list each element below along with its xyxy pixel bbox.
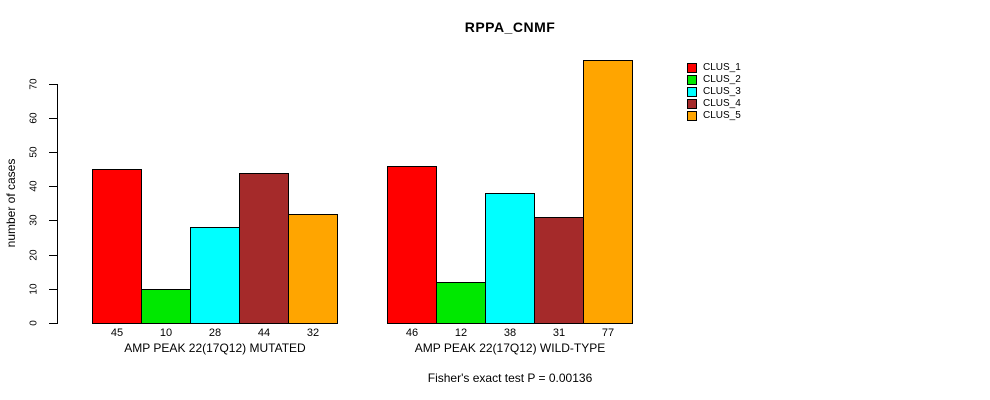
bar-value-label: 12 xyxy=(454,327,468,339)
y-tick xyxy=(49,152,57,153)
legend-swatch-icon xyxy=(687,87,697,97)
annotation-text: Fisher's exact test P = 0.00136 xyxy=(427,371,593,385)
legend-label: CLUS_2 xyxy=(703,74,741,85)
bar-value-label: 46 xyxy=(405,327,419,339)
legend-swatch-icon xyxy=(687,63,697,73)
legend-label: CLUS_1 xyxy=(703,62,741,73)
y-tick-label: 60 xyxy=(28,112,40,124)
y-tick xyxy=(49,323,57,324)
bar-clus_5-group2 xyxy=(583,59,633,324)
legend-item-clus_2: CLUS_2 xyxy=(687,74,741,86)
group-label: AMP PEAK 22(17Q12) MUTATED xyxy=(124,341,306,355)
y-tick xyxy=(49,254,57,256)
legend-label: CLUS_5 xyxy=(703,110,741,121)
legend-swatch-icon xyxy=(687,99,697,109)
y-tick xyxy=(49,220,57,222)
legend: CLUS_1 CLUS_2 CLUS_3 CLUS_4 CLUS_5 xyxy=(687,62,741,122)
y-tick-label: 30 xyxy=(28,214,40,226)
bar-value-label: 38 xyxy=(503,327,517,339)
legend-item-clus_1: CLUS_1 xyxy=(687,62,741,74)
y-tick xyxy=(49,186,57,188)
bar-clus_1-group1 xyxy=(92,169,142,324)
legend-item-clus_3: CLUS_3 xyxy=(687,86,741,98)
y-tick-label: 0 xyxy=(28,320,40,326)
legend-item-clus_4: CLUS_4 xyxy=(687,98,741,110)
bar-value-label: 31 xyxy=(552,327,566,339)
bar-value-label: 10 xyxy=(159,327,173,339)
legend-item-clus_5: CLUS_5 xyxy=(687,110,741,122)
y-tick-label: 10 xyxy=(28,283,40,295)
bar-clus_1-group2 xyxy=(387,165,437,324)
legend-swatch-icon xyxy=(687,75,697,85)
bar-clus_3-group1 xyxy=(190,227,240,324)
legend-label: CLUS_4 xyxy=(703,98,741,109)
y-tick-label: 40 xyxy=(28,180,40,192)
bar-clus_5-group1 xyxy=(288,213,338,324)
legend-label: CLUS_3 xyxy=(703,86,741,97)
bar-clus_2-group2 xyxy=(436,281,486,324)
y-axis xyxy=(57,84,58,324)
y-axis-label: number of cases xyxy=(4,158,18,248)
bar-clus_4-group2 xyxy=(534,216,584,324)
group-label: AMP PEAK 22(17Q12) WILD-TYPE xyxy=(414,341,606,355)
y-tick-label: 20 xyxy=(28,249,40,261)
y-tick xyxy=(49,117,57,119)
y-tick xyxy=(49,288,57,290)
y-tick xyxy=(49,83,57,85)
bar-clus_3-group2 xyxy=(485,193,535,324)
bar-value-label: 44 xyxy=(257,327,271,339)
chart-title: RPPA_CNMF xyxy=(464,19,556,35)
y-tick-label: 50 xyxy=(28,146,40,158)
bar-clus_4-group1 xyxy=(239,172,289,324)
legend-swatch-icon xyxy=(687,111,697,121)
bar-value-label: 45 xyxy=(110,327,124,339)
y-tick-label: 70 xyxy=(28,78,40,90)
bar-value-label: 77 xyxy=(601,327,615,339)
bar-clus_2-group1 xyxy=(141,288,191,324)
bar-value-label: 32 xyxy=(306,327,320,339)
bar-value-label: 28 xyxy=(208,327,222,339)
